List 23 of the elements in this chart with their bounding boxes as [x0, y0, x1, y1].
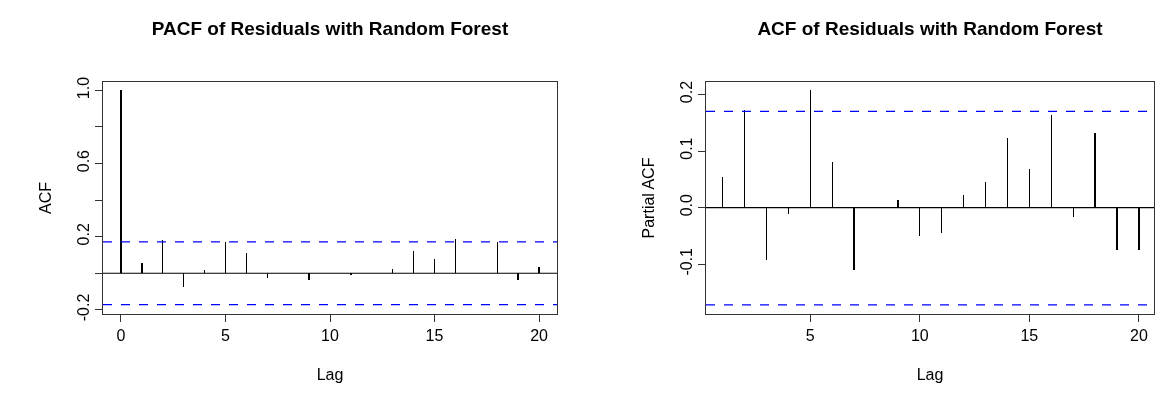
y-tick-label: 1.0: [74, 76, 92, 100]
y-tick-label: 0.1: [677, 137, 695, 160]
y-tick-label: -0.2: [74, 293, 92, 322]
x-axis-title: Lag: [916, 365, 944, 383]
y-tick-label: -0.1: [677, 247, 695, 276]
x-tick-label: 15: [425, 327, 444, 345]
x-axis-title: Lag: [316, 365, 344, 383]
chart-title: ACF of Residuals with Random Forest: [757, 17, 1104, 39]
y-tick-label: 0.0: [677, 194, 695, 217]
x-tick-label: 10: [910, 327, 929, 345]
y-tick-label: 0.2: [74, 223, 92, 246]
x-tick-label: 5: [805, 327, 815, 345]
x-tick-label: 15: [1020, 327, 1039, 345]
x-tick-label: 10: [321, 327, 339, 345]
x-tick-label: 0: [116, 327, 126, 345]
y-tick-label: 0.6: [74, 149, 92, 173]
x-tick-label: 5: [221, 327, 231, 345]
y-axis-title: Partial ACF: [640, 157, 658, 239]
x-tick-label: 20: [530, 327, 549, 345]
x-tick-label: 20: [1129, 327, 1148, 345]
chart-title: PACF of Residuals with Random Forest: [151, 17, 509, 39]
y-tick-label: 0.2: [677, 80, 695, 104]
y-axis-title: ACF: [37, 181, 55, 214]
